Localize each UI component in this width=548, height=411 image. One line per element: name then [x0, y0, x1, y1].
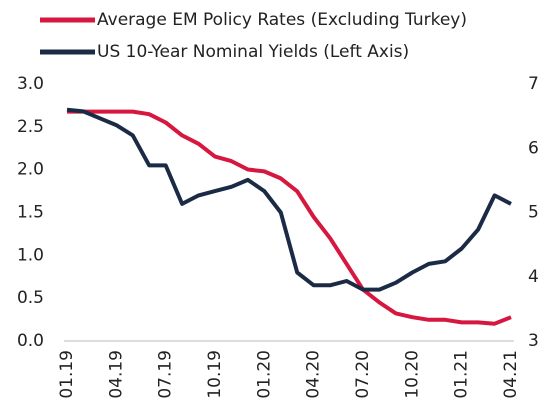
y2-tick-label: 5 — [528, 203, 539, 223]
y-tick-label: 0.5 — [17, 288, 44, 308]
series-line — [66, 107, 512, 292]
y-tick-label: 3.0 — [17, 74, 44, 94]
x-tick-label: 01.19 — [57, 350, 77, 399]
y-tick-label: 0.0 — [17, 331, 44, 351]
x-tick-label: 04.19 — [106, 350, 126, 399]
x-tick-label: 07.20 — [353, 350, 373, 399]
x-tick-label: 01.21 — [452, 350, 472, 399]
y2-tick-label: 6 — [528, 138, 539, 158]
y-tick-label: 2.0 — [17, 160, 44, 180]
y2-tick-label: 4 — [528, 267, 539, 287]
x-tick-label: 04.20 — [304, 350, 324, 399]
y2-tick-label: 3 — [528, 331, 539, 351]
x-tick-label: 10.19 — [205, 350, 225, 399]
x-tick-label: 07.19 — [156, 350, 176, 399]
y-tick-label: 1.5 — [17, 203, 44, 223]
x-tick-label: 10.20 — [402, 350, 422, 399]
y-tick-label: 2.5 — [17, 117, 44, 137]
series-line — [67, 109, 512, 326]
y-tick-label: 1.0 — [17, 245, 44, 265]
y2-tick-label: 7 — [528, 74, 539, 94]
legend-label: US 10-Year Nominal Yields (Left Axis) — [97, 42, 409, 62]
legend-label: Average EM Policy Rates (Excluding Turke… — [97, 10, 467, 30]
x-tick-label: 01.20 — [254, 350, 274, 399]
x-tick-label: 04.21 — [501, 350, 521, 399]
